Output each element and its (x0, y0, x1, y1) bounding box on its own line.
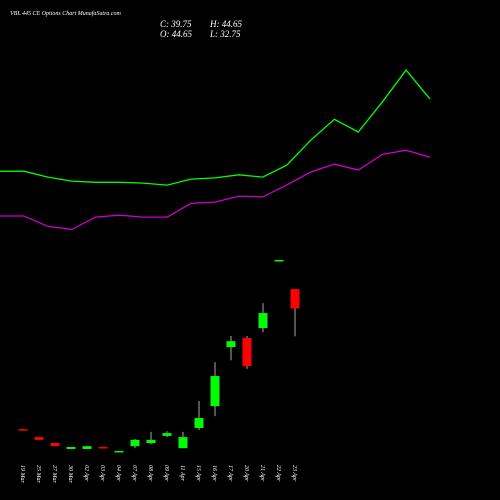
x-tick-label: 09 Apr (163, 465, 169, 482)
candle-body (242, 338, 252, 367)
x-tick-label: 07 Apr (131, 465, 137, 482)
x-tick-label: 08 Apr (147, 465, 153, 482)
candle-body (34, 437, 44, 440)
moving-average-line (0, 69, 431, 186)
x-tick-label: 11 Apr (179, 465, 185, 482)
x-tick-label: 17 Apr (227, 465, 233, 482)
candle-body (114, 450, 124, 453)
x-tick-label: 27 Mar (51, 465, 57, 483)
candle-body (66, 446, 76, 449)
candle-body (146, 439, 156, 444)
x-tick-label: 23 Apr (291, 465, 297, 482)
x-tick-label: 21 Apr (259, 465, 265, 482)
candle-body (130, 439, 140, 447)
candle-body (226, 341, 236, 348)
ohlc-close: C: 39.75 (160, 19, 192, 29)
candle-body (210, 376, 220, 407)
candle-body (82, 446, 92, 449)
candle-body (162, 433, 172, 436)
x-tick-label: 15 Apr (195, 465, 201, 482)
ohlc-high: H: 44.65 (209, 19, 242, 29)
candle-body (50, 443, 60, 447)
candle-body (274, 259, 284, 262)
ohlc-open: O: 44.65 (160, 29, 192, 39)
x-tick-label: 19 Mar (19, 465, 25, 483)
candle-body (18, 429, 28, 431)
x-tick-label: 22 Apr (275, 465, 281, 482)
x-tick-label: 25 Mar (35, 465, 41, 483)
candle-body (194, 418, 204, 428)
candle-body (290, 289, 300, 309)
x-tick-label: 02 Apr (83, 465, 89, 482)
x-tick-label: 03 Apr (99, 465, 105, 482)
chart-title: VBL 445 CE Options Chart MunafaSutra.com (10, 10, 122, 17)
candle-body (258, 313, 268, 329)
x-tick-label: 16 Apr (211, 465, 217, 482)
moving-average-line (0, 149, 431, 231)
x-tick-label: 20 Apr (243, 465, 249, 482)
candle-body (178, 437, 188, 449)
ohlc-low: L: 32.75 (209, 29, 241, 39)
candle-body (98, 446, 108, 449)
x-tick-label: 04 Apr (115, 465, 122, 482)
x-tick-label: 30 Mar (67, 464, 73, 483)
